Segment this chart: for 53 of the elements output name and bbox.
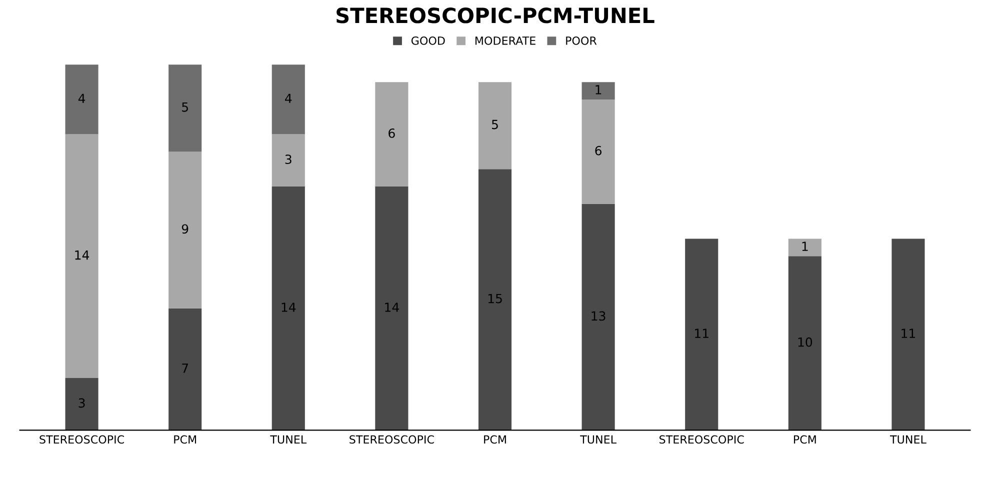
data-label: 5 <box>492 120 498 130</box>
data-label: 4 <box>285 94 292 103</box>
data-label: 3 <box>78 398 85 408</box>
bar <box>685 238 718 430</box>
data-label: 6 <box>388 128 395 138</box>
data-label: 14 <box>75 250 90 260</box>
x-tick-label: STEREOSCOPIC <box>350 435 434 444</box>
bar <box>478 82 512 170</box>
x-tick-label: TUNEL <box>580 435 616 444</box>
data-label: 11 <box>902 328 916 338</box>
bar <box>582 99 615 204</box>
bar <box>272 64 305 134</box>
bar <box>788 256 822 430</box>
bar <box>65 134 98 378</box>
bar <box>478 169 512 430</box>
bar <box>582 82 615 100</box>
x-tick-label: PCM <box>484 435 506 444</box>
legend-label: GOOD <box>411 36 445 45</box>
bar <box>375 82 408 187</box>
x-tick-label: TUNEL <box>890 435 926 444</box>
data-label: 7 <box>182 364 188 373</box>
bar <box>272 186 305 430</box>
bar <box>892 238 925 430</box>
bar <box>788 238 822 256</box>
data-label: 1 <box>596 85 602 94</box>
data-label: 14 <box>282 302 296 312</box>
data-label: 4 <box>78 94 86 103</box>
legend-label: MODERATE <box>475 36 536 45</box>
bar <box>272 134 305 187</box>
bar <box>65 64 98 134</box>
bar <box>65 378 98 430</box>
bar <box>375 186 408 430</box>
x-tick-label: PCM <box>794 435 816 444</box>
chart-title: STEREOSCOPIC-PCM-TUNEL <box>336 8 654 24</box>
x-tick-label: STEREOSCOPIC <box>40 435 124 444</box>
data-label: 11 <box>695 328 708 338</box>
legend-label: POOR <box>566 36 597 45</box>
x-tick-label: PCM <box>174 435 196 444</box>
data-label: 13 <box>592 311 606 321</box>
bar <box>168 152 202 308</box>
data-label: 1 <box>802 242 808 251</box>
data-label: 9 <box>182 224 188 234</box>
bar <box>168 308 202 430</box>
data-label: 14 <box>385 302 399 312</box>
x-tick-label: TUNEL <box>270 435 307 444</box>
data-label: 3 <box>285 154 292 164</box>
data-label: 10 <box>798 337 812 347</box>
data-label: 5 <box>182 102 188 112</box>
x-tick-label: STEREOSCOPIC <box>660 435 744 444</box>
bar <box>582 204 615 430</box>
bar <box>168 64 202 152</box>
data-label: 6 <box>595 146 602 156</box>
data-label: 15 <box>488 294 502 304</box>
